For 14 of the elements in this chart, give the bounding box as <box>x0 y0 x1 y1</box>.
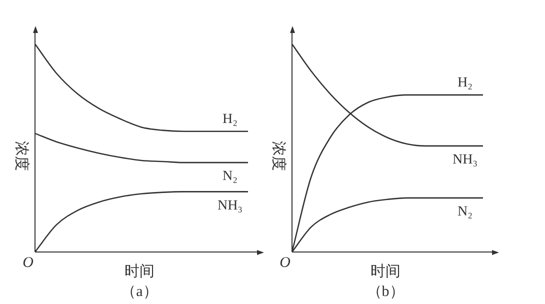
x-axis-title: 时间 <box>124 262 154 280</box>
series-label: H₂ <box>222 112 238 128</box>
series-label: NH₃ <box>217 198 243 214</box>
series-label: NH₃ <box>452 152 478 168</box>
series-label: H₂ <box>458 76 473 91</box>
series-label: N₂ <box>222 169 238 184</box>
y-axis-title: 浓度 <box>270 141 288 171</box>
text: （a） <box>121 284 158 300</box>
series-label: N₂ <box>458 204 473 220</box>
y-axis-title: 浓度 <box>13 141 30 171</box>
text: O <box>280 254 291 271</box>
text: （b） <box>366 284 404 300</box>
text: O <box>22 254 34 271</box>
x-axis-title: 时间 <box>370 262 400 280</box>
